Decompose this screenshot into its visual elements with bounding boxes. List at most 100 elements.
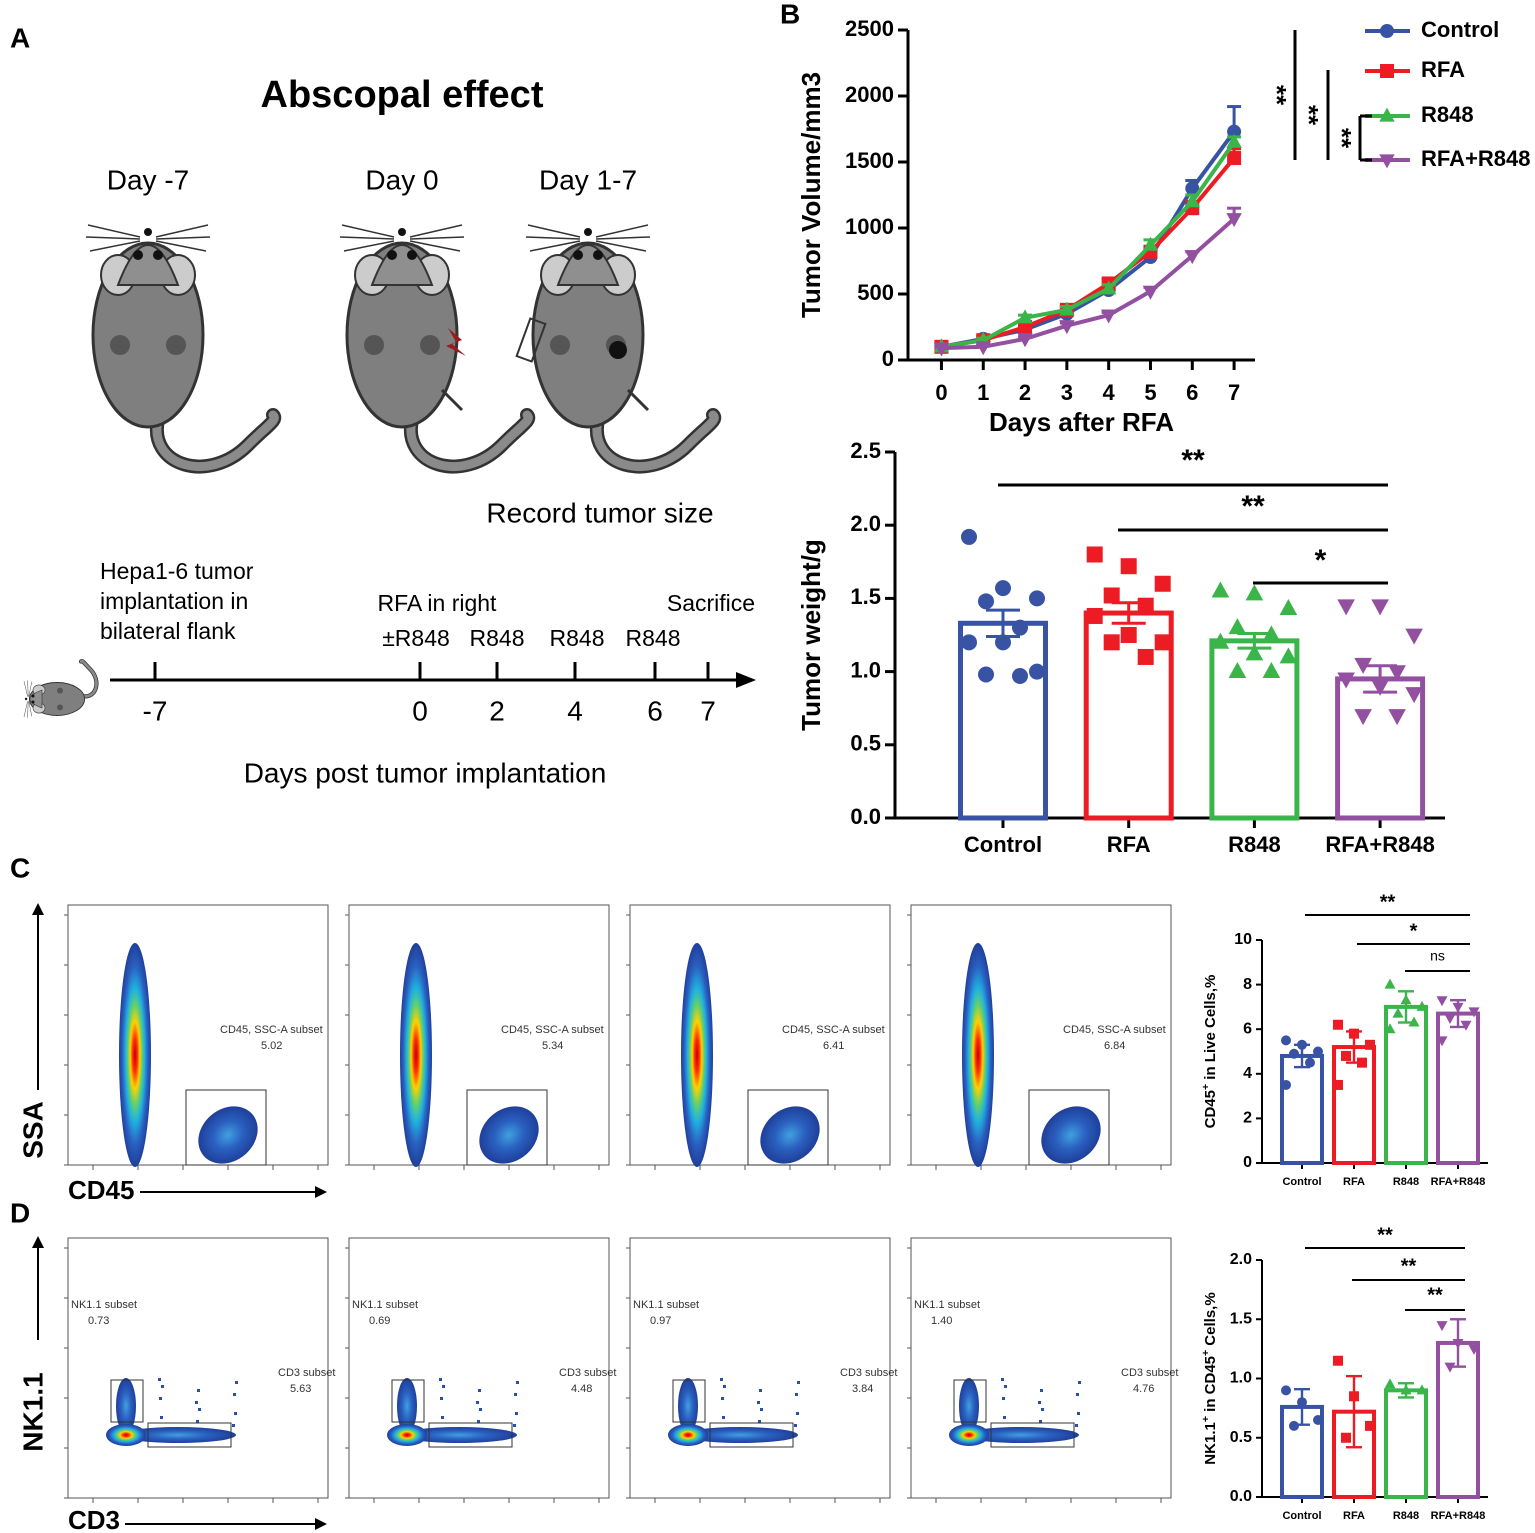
y-axis-label: Tumor weight/g <box>796 539 826 731</box>
marker <box>1281 1035 1291 1046</box>
marker <box>1297 1039 1307 1050</box>
event-dot <box>794 1424 797 1427</box>
x-tick-label: 2 <box>1019 380 1031 405</box>
event-dot <box>721 1397 724 1400</box>
event-label: Hepa1-6 tumor <box>100 558 254 584</box>
density-population <box>681 943 713 1167</box>
y-axis-label: NK1.1+ in CD45+ Cells,% <box>1200 1292 1219 1464</box>
event-dot <box>796 1412 799 1415</box>
marker <box>978 666 994 683</box>
y-tick-label: 2500 <box>845 16 894 41</box>
marker <box>1354 657 1372 674</box>
marker <box>1059 301 1075 316</box>
marker <box>1279 599 1298 616</box>
marker <box>1371 599 1389 616</box>
y-tick-label: 0.0 <box>1230 1488 1252 1505</box>
event-label: RFA in right <box>378 590 497 616</box>
marker <box>1405 687 1423 704</box>
event-label: implantation in <box>100 588 248 614</box>
gate <box>110 1379 144 1423</box>
marker <box>1120 627 1137 643</box>
y-tick-label: 4 <box>1243 1065 1252 1082</box>
panel-label: D <box>10 1197 30 1228</box>
marker <box>961 528 977 545</box>
significance-label: ** <box>1380 891 1396 913</box>
gate <box>428 1422 513 1448</box>
mouse-icon <box>24 661 96 717</box>
y-tick-label: 0 <box>882 346 894 371</box>
gate-value: 6.41 <box>823 1040 844 1052</box>
bar <box>1332 1045 1376 1166</box>
marker <box>1012 619 1028 636</box>
timeline-tick-label: 0 <box>412 695 428 726</box>
x-tick-label: 3 <box>1061 380 1073 405</box>
marker <box>1281 1079 1291 1090</box>
y-tick-label: 1.5 <box>850 584 881 609</box>
density-population <box>119 943 151 1167</box>
density-population <box>106 1424 146 1446</box>
marker <box>1245 644 1264 661</box>
event-dot <box>795 1393 798 1396</box>
gate <box>185 1089 267 1166</box>
density-population <box>401 1427 517 1443</box>
x-tick-label: 6 <box>1186 380 1198 405</box>
flow-plot-frame <box>910 904 1172 1166</box>
marker <box>1017 309 1033 324</box>
event-dot <box>161 1385 164 1388</box>
legend-marker <box>1380 24 1394 38</box>
event-dot <box>196 1420 199 1423</box>
gate <box>953 1379 987 1423</box>
marker <box>933 342 950 357</box>
gate <box>990 1422 1075 1448</box>
timeline-tick-label: 2 <box>489 695 505 726</box>
event-label: R848 <box>470 625 525 651</box>
gate <box>466 1089 548 1166</box>
marker <box>1142 285 1159 300</box>
flow-y-label: NK1.1 <box>17 1372 48 1451</box>
significance-label: ** <box>1262 85 1292 106</box>
y-tick-label: 10 <box>1234 931 1252 948</box>
event-dot <box>1077 1412 1080 1415</box>
mouse-illustration <box>340 225 528 467</box>
rfa-lightning <box>446 328 466 356</box>
x-tick-label: 4 <box>1103 380 1116 405</box>
flow-x-label: CD45 <box>68 1175 134 1205</box>
marker <box>1227 124 1242 139</box>
y-tick-label: 0.5 <box>850 731 881 756</box>
gate-value: 1.40 <box>931 1315 952 1327</box>
marker <box>1365 1039 1375 1050</box>
event-dot <box>760 1408 763 1411</box>
bar <box>1436 1340 1480 1499</box>
marker <box>1154 575 1171 592</box>
event-dot <box>160 1416 163 1419</box>
x-tick-label: R848 <box>1228 832 1281 857</box>
flow-plot-frame <box>629 1237 891 1499</box>
marker <box>1341 1050 1351 1061</box>
x-tick-label: RFA+R848 <box>1325 832 1434 857</box>
marker <box>1184 250 1200 265</box>
marker <box>1059 320 1075 335</box>
density-population <box>479 1106 539 1164</box>
y-axis-label-part: + <box>1200 1416 1212 1422</box>
event-dot <box>439 1378 442 1381</box>
gate-value: 3.84 <box>852 1383 873 1395</box>
marker <box>1337 672 1355 689</box>
event-label: R848 <box>550 625 605 651</box>
y-tick-label: 2.0 <box>1230 1251 1252 1268</box>
marker <box>1227 151 1242 166</box>
timeline-arrow <box>736 672 756 688</box>
marker <box>1436 1036 1448 1047</box>
event-dot <box>477 1420 480 1423</box>
marker <box>1120 558 1137 575</box>
marker <box>1103 587 1120 604</box>
gate-value: 4.48 <box>571 1383 592 1395</box>
gate-label: NK1.1 subset <box>71 1299 137 1311</box>
bar <box>1384 1388 1428 1499</box>
marker <box>1468 1344 1480 1355</box>
marker <box>1029 590 1045 607</box>
marker <box>1297 1397 1307 1408</box>
marker <box>1305 1057 1315 1068</box>
series-line <box>941 141 1236 349</box>
x-tick-label: Control <box>964 832 1042 857</box>
marker <box>1365 1420 1375 1431</box>
